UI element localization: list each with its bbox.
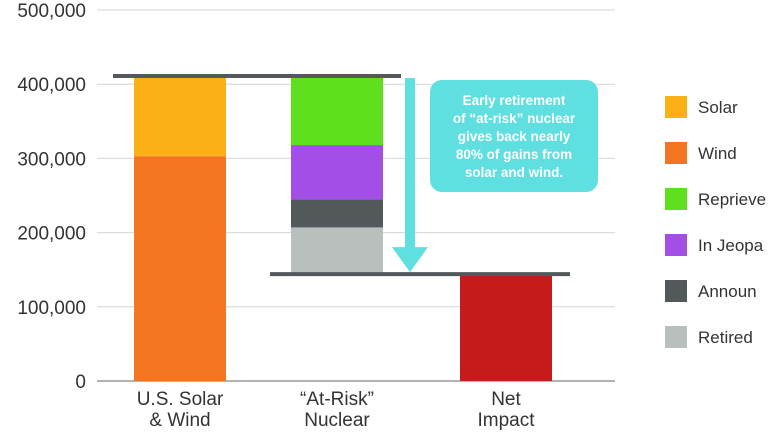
y-tick-label: 300,000 [17, 149, 86, 170]
legend-label: Reprieve [698, 190, 766, 209]
category-label: Net [491, 389, 521, 410]
legend: Solar Wind Reprieve In Jeopa Announ Retired [665, 96, 766, 348]
category-label: Nuclear [304, 410, 370, 431]
legend-label: Wind [698, 144, 737, 163]
category-label: & Wind [149, 410, 210, 431]
bar-segment-announced [291, 199, 383, 228]
bar-segment-solar [134, 76, 226, 157]
x-axis-labels: U.S. Solar& Wind “At-Risk”Nuclear NetImpac… [137, 389, 536, 431]
bar-segment-reprieved [291, 76, 383, 146]
callout-text-line: 80% of gains from [456, 147, 572, 162]
category-label: “At-Risk” [300, 389, 374, 410]
arrow-shaft [405, 78, 415, 249]
callout-text-line: gives back nearly [458, 129, 571, 144]
legend-swatch-solar [665, 96, 687, 118]
y-axis-ticks: 0 100,000 200,000 300,000 400,000 500,000 [17, 1, 86, 393]
reference-lines [113, 74, 570, 277]
callout-text-line: Early retirement [463, 93, 566, 108]
bar-segment-retired [291, 227, 383, 275]
legend-swatch-in-jeopardy [665, 234, 687, 256]
y-tick-label: 100,000 [17, 298, 86, 319]
y-tick-label: 500,000 [17, 1, 86, 22]
callout-text-line: solar and wind. [465, 165, 563, 180]
bar-segment-wind [134, 156, 226, 381]
legend-label: Solar [698, 98, 738, 117]
callout-background [430, 80, 598, 192]
category-label: U.S. Solar [137, 389, 224, 410]
legend-label: Announ [698, 282, 757, 301]
category-label: Impact [477, 410, 535, 431]
legend-swatch-retired [665, 326, 687, 348]
y-tick-label: 200,000 [17, 224, 86, 245]
legend-swatch-reprieved [665, 188, 687, 210]
bar-segment-net-impact [460, 274, 552, 381]
bars [134, 76, 552, 381]
bar-segment-in-jeopardy [291, 145, 383, 200]
callout-box: Early retirement of “at-risk” nuclear give… [430, 80, 598, 192]
y-tick-label: 400,000 [17, 75, 86, 96]
y-tick-label: 0 [75, 372, 86, 393]
legend-swatch-wind [665, 142, 687, 164]
legend-label: Retired [698, 328, 753, 347]
decline-arrow [392, 78, 428, 273]
legend-swatch-announced [665, 280, 687, 302]
arrow-head [392, 247, 428, 273]
callout-text-line: of “at-risk” nuclear [453, 111, 576, 126]
legend-label: In Jeopa [698, 236, 764, 255]
